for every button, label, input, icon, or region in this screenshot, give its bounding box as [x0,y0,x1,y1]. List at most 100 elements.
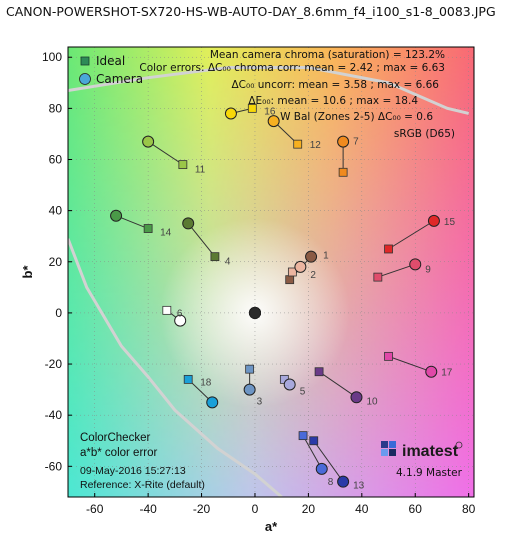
patch-label-18: 18 [200,377,212,388]
legend-camera-label: Camera [96,72,143,86]
camera-point-16 [224,107,237,120]
ideal-point-10 [314,367,324,377]
ideal-point-17 [384,351,393,361]
patch-label-16: 16 [264,106,276,117]
gamut-boundary [68,65,470,497]
logo-tile-1 [381,441,388,448]
patch-label-1: 1 [323,251,329,262]
camera-point-14 [110,209,123,222]
y-tick-label: 20 [49,255,63,269]
ideal-point-13 [309,436,319,446]
annotation-line-2: Color errors: ΔC₀₀ chroma corr: mean = 2… [139,62,445,74]
y-tick-label: -60 [45,459,63,473]
x-tick-label: -20 [193,502,211,516]
legend: Ideal Camera [79,54,143,86]
info-line-1: ColorChecker [80,432,150,444]
error-vector-9 [377,263,416,278]
camera-point-1 [305,250,318,263]
patch-label-7: 7 [353,137,359,148]
y-tick-label: 80 [49,101,63,115]
y-tick-label: 40 [49,204,63,218]
x-axis-label: a* [265,519,278,534]
patch-label-3: 3 [257,397,263,408]
camera-point-3 [243,383,256,396]
error-vector-13 [313,440,344,482]
legend-ideal-marker [80,56,90,66]
camera-point-7 [337,135,350,148]
logo-tile-2 [389,441,396,448]
camera-point-4 [182,217,195,230]
logo-tile-4 [389,449,396,456]
y-tick-label: 100 [42,50,62,64]
camera-point-5 [283,378,296,391]
patch-label-17: 17 [441,368,453,379]
legend-camera-marker [79,73,91,85]
gamut-boundary-lower [68,238,283,497]
y-tick-label: 60 [49,153,63,167]
error-vector-17 [388,355,432,373]
x-tick-label: 0 [252,502,259,516]
patch-label-13: 13 [353,481,365,492]
logo-tile-3 [381,449,388,456]
ideal-point-2 [287,267,297,277]
ideal-point-9 [373,272,383,282]
x-tick-label: -60 [86,502,104,516]
camera-point-13 [337,475,350,488]
camera-point-12 [267,115,280,128]
info-box: ColorChecker a*b* color error 09-May-201… [80,432,205,491]
patch-label-2: 2 [310,270,316,281]
patch-label-14: 14 [160,228,172,239]
camera-point-6 [174,314,187,327]
x-tick-label: -40 [139,502,157,516]
camera-point-8 [315,462,328,475]
annotation-line-4: ΔE₀₀: mean = 10.6 ; max = 18.4 [248,95,418,107]
patch-label-15: 15 [444,217,456,228]
annotation-line-3: ΔC₀₀ uncorr: mean = 3.58 ; max = 6.66 [232,79,440,91]
error-vector-11 [147,141,184,166]
ideal-point-3 [245,364,255,374]
camera-point-15 [427,214,440,227]
gamut-boundary-upper [68,65,470,115]
ideal-point-4 [210,252,220,262]
y-tick-label: -40 [45,408,63,422]
plot-frame [67,46,475,498]
patch-label-10: 10 [366,396,378,407]
info-line-4: Reference: X-Rite (default) [80,479,205,491]
camera-point-24 [248,306,261,319]
x-tick-label: 60 [409,502,423,516]
x-tick-label: 80 [462,502,476,516]
registered-icon [455,441,463,449]
annotation-line-1: Mean camera chroma (saturation) = 123.2% [210,49,445,61]
patch-label-11: 11 [195,165,206,176]
camera-point-10 [350,391,363,404]
logo-text: imatest [402,443,459,460]
patch-label-9: 9 [425,264,431,275]
imatest-logo: imatest 4.1.9 Master [381,441,463,479]
ideal-point-18 [183,374,193,384]
logo-version: 4.1.9 Master [396,467,463,479]
error-annotations: Mean camera chroma (saturation) = 123.2%… [139,49,455,140]
y-tick-label: 0 [55,306,62,320]
y-tick-label: -20 [45,357,63,371]
patch-label-4: 4 [225,257,231,268]
error-vector-4 [187,223,216,257]
error-vector-10 [318,371,357,398]
legend-ideal-label: Ideal [96,54,125,68]
file-title: CANON-POWERSHOT-SX720-HS-WB-AUTO-DAY_8.6… [6,4,496,19]
x-tick-label: 20 [302,502,316,516]
camera-point-18 [206,396,219,409]
y-axis-label: b* [20,265,35,279]
ideal-point-11 [178,160,188,170]
ideal-point-12 [293,139,303,149]
camera-point-17 [425,365,438,378]
ideal-point-16 [247,103,257,113]
plot-background [68,47,474,497]
info-line-3: 09-May-2016 15:27:13 [80,465,186,477]
ideal-point-1 [285,275,295,285]
error-vector-8 [302,435,323,470]
info-line-2: a*b* color error [80,447,158,459]
camera-point-2 [294,260,307,273]
patch-label-12: 12 [310,140,322,151]
